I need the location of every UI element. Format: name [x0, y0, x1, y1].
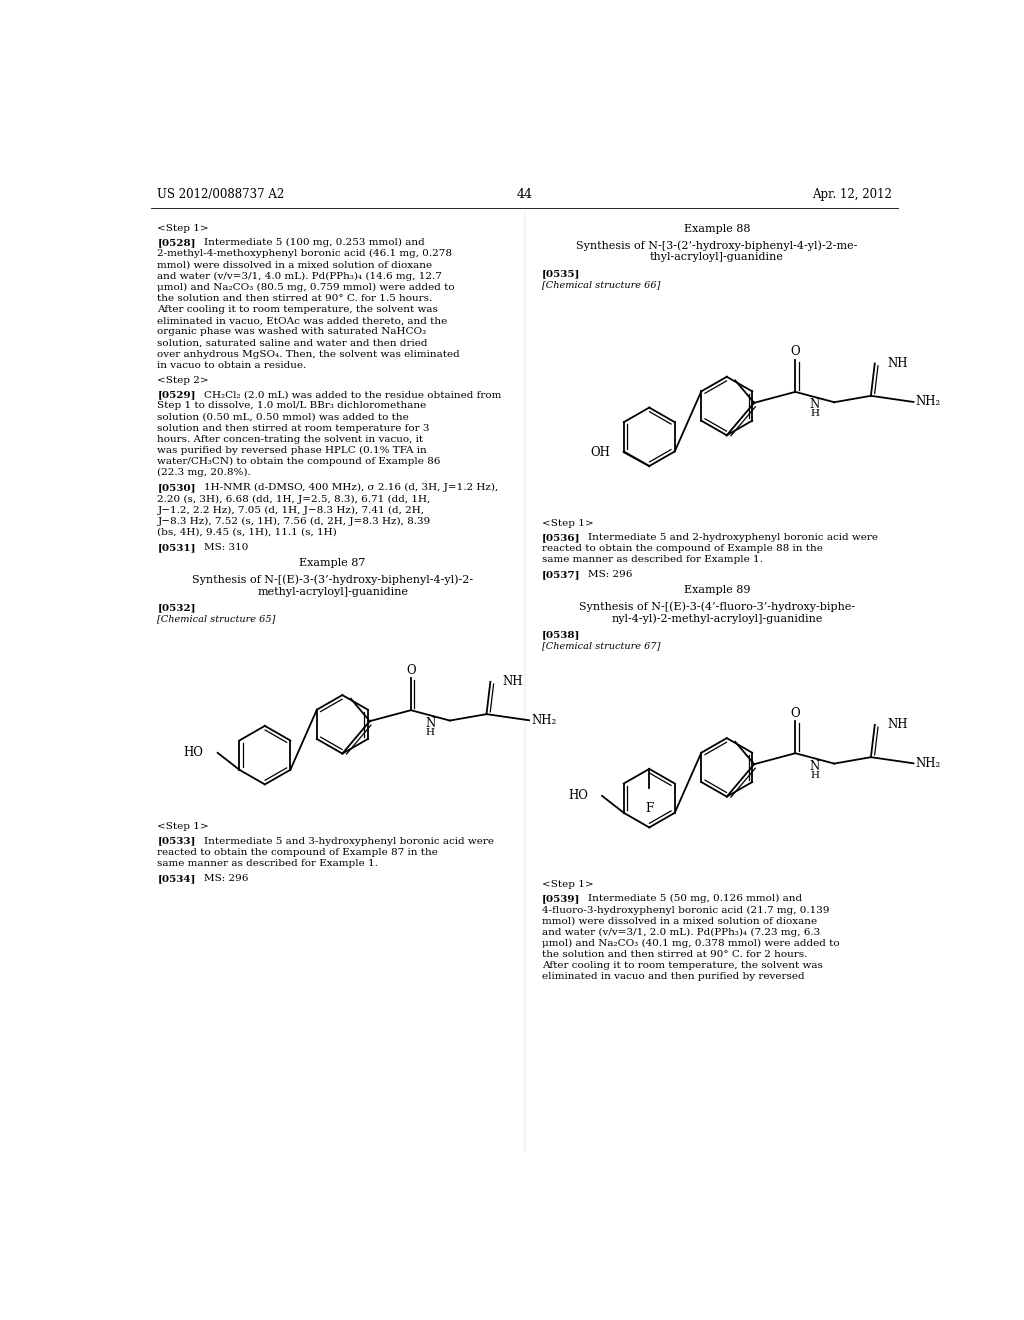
Text: over anhydrous MgSO₄. Then, the solvent was eliminated: over anhydrous MgSO₄. Then, the solvent …: [158, 350, 460, 359]
Text: CH₂Cl₂ (2.0 mL) was added to the residue obtained from: CH₂Cl₂ (2.0 mL) was added to the residue…: [204, 391, 502, 399]
Text: solution and then stirred at room temperature for 3: solution and then stirred at room temper…: [158, 424, 430, 433]
Text: [0528]: [0528]: [158, 238, 196, 247]
Text: (bs, 4H), 9.45 (s, 1H), 11.1 (s, 1H): (bs, 4H), 9.45 (s, 1H), 11.1 (s, 1H): [158, 528, 337, 537]
Text: mmol) were dissolved in a mixed solution of dioxane: mmol) were dissolved in a mixed solution…: [542, 916, 817, 925]
Text: NH₂: NH₂: [531, 714, 557, 727]
Text: F: F: [645, 803, 653, 814]
Text: Example 88: Example 88: [684, 224, 751, 234]
Text: Intermediate 5 (50 mg, 0.126 mmol) and: Intermediate 5 (50 mg, 0.126 mmol) and: [589, 894, 803, 903]
Text: After cooling it to room temperature, the solvent was: After cooling it to room temperature, th…: [158, 305, 438, 314]
Text: Example 89: Example 89: [684, 585, 751, 595]
Text: Synthesis of N-[3-(2’-hydroxy-biphenyl-4-yl)-2-me-: Synthesis of N-[3-(2’-hydroxy-biphenyl-4…: [577, 240, 858, 251]
Text: <Step 1>: <Step 1>: [542, 519, 594, 528]
Text: 2.20 (s, 3H), 6.68 (dd, 1H, J=2.5, 8.3), 6.71 (dd, 1H,: 2.20 (s, 3H), 6.68 (dd, 1H, J=2.5, 8.3),…: [158, 495, 431, 504]
Text: Intermediate 5 and 2-hydroxyphenyl boronic acid were: Intermediate 5 and 2-hydroxyphenyl boron…: [589, 533, 879, 541]
Text: MS: 296: MS: 296: [204, 874, 249, 883]
Text: μmol) and Na₂CO₃ (40.1 mg, 0.378 mmol) were added to: μmol) and Na₂CO₃ (40.1 mg, 0.378 mmol) w…: [542, 939, 840, 948]
Text: After cooling it to room temperature, the solvent was: After cooling it to room temperature, th…: [542, 961, 822, 970]
Text: J−1.2, 2.2 Hz), 7.05 (d, 1H, J−8.3 Hz), 7.41 (d, 2H,: J−1.2, 2.2 Hz), 7.05 (d, 1H, J−8.3 Hz), …: [158, 506, 425, 515]
Text: OH: OH: [591, 446, 610, 459]
Text: <Step 2>: <Step 2>: [158, 376, 209, 385]
Text: HO: HO: [568, 789, 588, 803]
Text: US 2012/0088737 A2: US 2012/0088737 A2: [158, 187, 285, 201]
Text: [Chemical structure 67]: [Chemical structure 67]: [542, 642, 660, 651]
Text: [0536]: [0536]: [542, 533, 581, 541]
Text: eliminated in vacuo, EtOAc was added thereto, and the: eliminated in vacuo, EtOAc was added the…: [158, 317, 447, 325]
Text: [Chemical structure 65]: [Chemical structure 65]: [158, 614, 275, 623]
Text: Example 87: Example 87: [299, 558, 366, 568]
Text: NH: NH: [887, 718, 907, 731]
Text: Apr. 12, 2012: Apr. 12, 2012: [812, 187, 892, 201]
Text: H: H: [810, 771, 819, 780]
Text: N: N: [810, 399, 820, 412]
Text: thyl-acryloyl]-guanidine: thyl-acryloyl]-guanidine: [650, 252, 784, 263]
Text: H: H: [810, 409, 819, 418]
Text: O: O: [407, 664, 416, 677]
Text: [Chemical structure 66]: [Chemical structure 66]: [542, 280, 660, 289]
Text: and water (v/v=3/1, 2.0 mL). Pd(PPh₃)₄ (7.23 mg, 6.3: and water (v/v=3/1, 2.0 mL). Pd(PPh₃)₄ (…: [542, 928, 820, 937]
Text: Step 1 to dissolve, 1.0 mol/L BBr₃ dichloromethane: Step 1 to dissolve, 1.0 mol/L BBr₃ dichl…: [158, 401, 427, 411]
Text: [0535]: [0535]: [542, 269, 581, 279]
Text: NH₂: NH₂: [915, 756, 941, 770]
Text: [0534]: [0534]: [158, 874, 196, 883]
Text: same manner as described for Example 1.: same manner as described for Example 1.: [158, 859, 378, 867]
Text: NH: NH: [887, 356, 907, 370]
Text: the solution and then stirred at 90° C. for 1.5 hours.: the solution and then stirred at 90° C. …: [158, 294, 433, 302]
Text: eliminated in vacuo and then purified by reversed: eliminated in vacuo and then purified by…: [542, 973, 805, 981]
Text: methyl-acryloyl]-guanidine: methyl-acryloyl]-guanidine: [257, 586, 409, 597]
Text: solution, saturated saline and water and then dried: solution, saturated saline and water and…: [158, 339, 428, 347]
Text: water/CH₃CN) to obtain the compound of Example 86: water/CH₃CN) to obtain the compound of E…: [158, 457, 440, 466]
Text: Intermediate 5 and 3-hydroxyphenyl boronic acid were: Intermediate 5 and 3-hydroxyphenyl boron…: [204, 837, 494, 846]
Text: 2-methyl-4-methoxyphenyl boronic acid (46.1 mg, 0.278: 2-methyl-4-methoxyphenyl boronic acid (4…: [158, 249, 453, 259]
Text: and water (v/v=3/1, 4.0 mL). Pd(PPh₃)₄ (14.6 mg, 12.7: and water (v/v=3/1, 4.0 mL). Pd(PPh₃)₄ (…: [158, 272, 442, 281]
Text: nyl-4-yl)-2-methyl-acryloyl]-guanidine: nyl-4-yl)-2-methyl-acryloyl]-guanidine: [611, 614, 822, 624]
Text: [0531]: [0531]: [158, 543, 196, 552]
Text: O: O: [791, 346, 800, 358]
Text: same manner as described for Example 1.: same manner as described for Example 1.: [542, 556, 763, 564]
Text: NH₂: NH₂: [915, 396, 941, 408]
Text: N: N: [425, 717, 435, 730]
Text: mmol) were dissolved in a mixed solution of dioxane: mmol) were dissolved in a mixed solution…: [158, 260, 432, 269]
Text: N: N: [810, 759, 820, 772]
Text: [0532]: [0532]: [158, 603, 196, 612]
Text: <Step 1>: <Step 1>: [158, 224, 209, 232]
Text: J−8.3 Hz), 7.52 (s, 1H), 7.56 (d, 2H, J=8.3 Hz), 8.39: J−8.3 Hz), 7.52 (s, 1H), 7.56 (d, 2H, J=…: [158, 517, 431, 525]
Text: Synthesis of N-[(E)-3-(4’-fluoro-3’-hydroxy-biphe-: Synthesis of N-[(E)-3-(4’-fluoro-3’-hydr…: [579, 602, 855, 612]
Text: O: O: [791, 706, 800, 719]
Text: Synthesis of N-[(E)-3-(3’-hydroxy-biphenyl-4-yl)-2-: Synthesis of N-[(E)-3-(3’-hydroxy-biphen…: [193, 574, 473, 585]
Text: organic phase was washed with saturated NaHCO₃: organic phase was washed with saturated …: [158, 327, 427, 337]
Text: 4-fluoro-3-hydroxyphenyl boronic acid (21.7 mg, 0.139: 4-fluoro-3-hydroxyphenyl boronic acid (2…: [542, 906, 829, 915]
Text: μmol) and Na₂CO₃ (80.5 mg, 0.759 mmol) were added to: μmol) and Na₂CO₃ (80.5 mg, 0.759 mmol) w…: [158, 282, 455, 292]
Text: [0537]: [0537]: [542, 570, 581, 579]
Text: 44: 44: [517, 187, 532, 201]
Text: Intermediate 5 (100 mg, 0.253 mmol) and: Intermediate 5 (100 mg, 0.253 mmol) and: [204, 238, 425, 247]
Text: (22.3 mg, 20.8%).: (22.3 mg, 20.8%).: [158, 469, 251, 478]
Text: <Step 1>: <Step 1>: [158, 822, 209, 832]
Text: <Step 1>: <Step 1>: [542, 880, 594, 888]
Text: [0530]: [0530]: [158, 483, 196, 492]
Text: 1H-NMR (d-DMSO, 400 MHz), σ 2.16 (d, 3H, J=1.2 Hz),: 1H-NMR (d-DMSO, 400 MHz), σ 2.16 (d, 3H,…: [204, 483, 499, 492]
Text: solution (0.50 mL, 0.50 mmol) was added to the: solution (0.50 mL, 0.50 mmol) was added …: [158, 412, 410, 421]
Text: reacted to obtain the compound of Example 88 in the: reacted to obtain the compound of Exampl…: [542, 544, 822, 553]
Text: HO: HO: [184, 746, 204, 759]
Text: MS: 296: MS: 296: [589, 570, 633, 579]
Text: [0533]: [0533]: [158, 837, 196, 846]
Text: H: H: [426, 727, 435, 737]
Text: [0529]: [0529]: [158, 391, 196, 399]
Text: [0538]: [0538]: [542, 630, 581, 639]
Text: [0539]: [0539]: [542, 894, 581, 903]
Text: NH: NH: [503, 676, 523, 688]
Text: the solution and then stirred at 90° C. for 2 hours.: the solution and then stirred at 90° C. …: [542, 950, 807, 960]
Text: MS: 310: MS: 310: [204, 543, 249, 552]
Text: was purified by reversed phase HPLC (0.1% TFA in: was purified by reversed phase HPLC (0.1…: [158, 446, 427, 455]
Text: hours. After concen-trating the solvent in vacuo, it: hours. After concen-trating the solvent …: [158, 434, 424, 444]
Text: reacted to obtain the compound of Example 87 in the: reacted to obtain the compound of Exampl…: [158, 847, 438, 857]
Text: in vacuo to obtain a residue.: in vacuo to obtain a residue.: [158, 360, 307, 370]
